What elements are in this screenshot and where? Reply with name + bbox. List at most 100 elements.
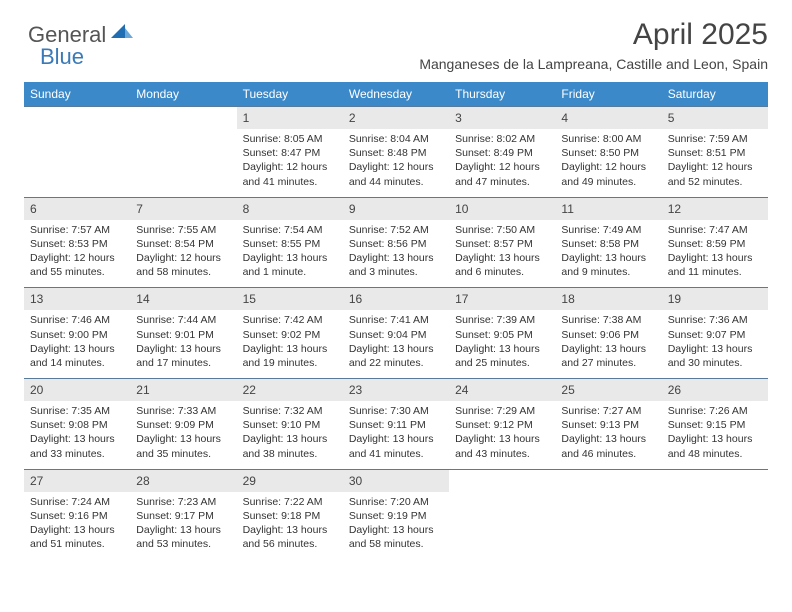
- sunset-text: Sunset: 9:17 PM: [136, 509, 230, 523]
- sunrise-text: Sunrise: 7:32 AM: [243, 404, 337, 418]
- day-content-cell: Sunrise: 7:38 AMSunset: 9:06 PMDaylight:…: [555, 310, 661, 378]
- sunrise-text: Sunrise: 8:05 AM: [243, 132, 337, 146]
- day-number-cell: 17: [449, 288, 555, 311]
- day-content-cell: [130, 129, 236, 197]
- daylight-text: Daylight: 13 hours and 46 minutes.: [561, 432, 655, 460]
- logo-text-blue: Blue: [40, 44, 84, 70]
- sunset-text: Sunset: 9:10 PM: [243, 418, 337, 432]
- daylight-text: Daylight: 13 hours and 27 minutes.: [561, 342, 655, 370]
- sunset-text: Sunset: 9:07 PM: [668, 328, 762, 342]
- day-content-cell: Sunrise: 7:20 AMSunset: 9:19 PMDaylight:…: [343, 492, 449, 560]
- day-content-cell: Sunrise: 7:50 AMSunset: 8:57 PMDaylight:…: [449, 220, 555, 288]
- day-number-cell: 3: [449, 107, 555, 130]
- day-number-cell: [130, 107, 236, 130]
- sunset-text: Sunset: 8:49 PM: [455, 146, 549, 160]
- day-content-cell: Sunrise: 7:23 AMSunset: 9:17 PMDaylight:…: [130, 492, 236, 560]
- sunrise-text: Sunrise: 8:04 AM: [349, 132, 443, 146]
- daylight-text: Daylight: 13 hours and 14 minutes.: [30, 342, 124, 370]
- sunset-text: Sunset: 8:59 PM: [668, 237, 762, 251]
- day-content-cell: [24, 129, 130, 197]
- day-content-cell: Sunrise: 7:39 AMSunset: 9:05 PMDaylight:…: [449, 310, 555, 378]
- sunset-text: Sunset: 8:50 PM: [561, 146, 655, 160]
- calendar-table: Sunday Monday Tuesday Wednesday Thursday…: [24, 82, 768, 559]
- sunrise-text: Sunrise: 7:38 AM: [561, 313, 655, 327]
- day-content-cell: Sunrise: 7:27 AMSunset: 9:13 PMDaylight:…: [555, 401, 661, 469]
- day-header: Sunday: [24, 82, 130, 107]
- day-content-row: Sunrise: 7:35 AMSunset: 9:08 PMDaylight:…: [24, 401, 768, 469]
- sunrise-text: Sunrise: 8:02 AM: [455, 132, 549, 146]
- header: April 2025 Manganeses de la Lampreana, C…: [24, 18, 768, 72]
- sunset-text: Sunset: 8:53 PM: [30, 237, 124, 251]
- daylight-text: Daylight: 12 hours and 55 minutes.: [30, 251, 124, 279]
- sunset-text: Sunset: 9:19 PM: [349, 509, 443, 523]
- day-header: Wednesday: [343, 82, 449, 107]
- sunrise-text: Sunrise: 7:52 AM: [349, 223, 443, 237]
- sunset-text: Sunset: 9:02 PM: [243, 328, 337, 342]
- sunset-text: Sunset: 8:55 PM: [243, 237, 337, 251]
- day-number-cell: [662, 469, 768, 492]
- day-number-row: 6789101112: [24, 197, 768, 220]
- daylight-text: Daylight: 13 hours and 43 minutes.: [455, 432, 549, 460]
- day-content-cell: Sunrise: 8:02 AMSunset: 8:49 PMDaylight:…: [449, 129, 555, 197]
- daylight-text: Daylight: 13 hours and 11 minutes.: [668, 251, 762, 279]
- day-number-cell: [555, 469, 661, 492]
- daylight-text: Daylight: 13 hours and 58 minutes.: [349, 523, 443, 551]
- sunrise-text: Sunrise: 7:41 AM: [349, 313, 443, 327]
- sunrise-text: Sunrise: 7:54 AM: [243, 223, 337, 237]
- sunrise-text: Sunrise: 7:57 AM: [30, 223, 124, 237]
- sunset-text: Sunset: 8:47 PM: [243, 146, 337, 160]
- daylight-text: Daylight: 13 hours and 33 minutes.: [30, 432, 124, 460]
- day-content-row: Sunrise: 7:57 AMSunset: 8:53 PMDaylight:…: [24, 220, 768, 288]
- daylight-text: Daylight: 13 hours and 30 minutes.: [668, 342, 762, 370]
- daylight-text: Daylight: 13 hours and 9 minutes.: [561, 251, 655, 279]
- day-content-cell: Sunrise: 7:29 AMSunset: 9:12 PMDaylight:…: [449, 401, 555, 469]
- sunrise-text: Sunrise: 7:42 AM: [243, 313, 337, 327]
- sunset-text: Sunset: 8:57 PM: [455, 237, 549, 251]
- day-content-cell: [662, 492, 768, 560]
- day-number-cell: 2: [343, 107, 449, 130]
- day-number-cell: 27: [24, 469, 130, 492]
- daylight-text: Daylight: 13 hours and 56 minutes.: [243, 523, 337, 551]
- day-content-cell: Sunrise: 7:33 AMSunset: 9:09 PMDaylight:…: [130, 401, 236, 469]
- day-content-cell: Sunrise: 7:57 AMSunset: 8:53 PMDaylight:…: [24, 220, 130, 288]
- day-number-cell: 29: [237, 469, 343, 492]
- day-content-cell: Sunrise: 7:32 AMSunset: 9:10 PMDaylight:…: [237, 401, 343, 469]
- sunrise-text: Sunrise: 7:22 AM: [243, 495, 337, 509]
- day-number-cell: 26: [662, 379, 768, 402]
- sunset-text: Sunset: 9:16 PM: [30, 509, 124, 523]
- day-content-cell: Sunrise: 7:49 AMSunset: 8:58 PMDaylight:…: [555, 220, 661, 288]
- day-number-cell: 24: [449, 379, 555, 402]
- day-number-cell: [449, 469, 555, 492]
- day-content-cell: Sunrise: 7:46 AMSunset: 9:00 PMDaylight:…: [24, 310, 130, 378]
- day-content-cell: Sunrise: 7:41 AMSunset: 9:04 PMDaylight:…: [343, 310, 449, 378]
- daylight-text: Daylight: 12 hours and 41 minutes.: [243, 160, 337, 188]
- day-content-row: Sunrise: 7:46 AMSunset: 9:00 PMDaylight:…: [24, 310, 768, 378]
- sunset-text: Sunset: 9:04 PM: [349, 328, 443, 342]
- sunrise-text: Sunrise: 7:39 AM: [455, 313, 549, 327]
- daylight-text: Daylight: 13 hours and 17 minutes.: [136, 342, 230, 370]
- sunrise-text: Sunrise: 8:00 AM: [561, 132, 655, 146]
- daylight-text: Daylight: 13 hours and 41 minutes.: [349, 432, 443, 460]
- daylight-text: Daylight: 13 hours and 25 minutes.: [455, 342, 549, 370]
- day-number-row: 20212223242526: [24, 379, 768, 402]
- sunrise-text: Sunrise: 7:35 AM: [30, 404, 124, 418]
- day-number-cell: [24, 107, 130, 130]
- day-content-row: Sunrise: 8:05 AMSunset: 8:47 PMDaylight:…: [24, 129, 768, 197]
- sunset-text: Sunset: 8:56 PM: [349, 237, 443, 251]
- daylight-text: Daylight: 13 hours and 53 minutes.: [136, 523, 230, 551]
- sunrise-text: Sunrise: 7:33 AM: [136, 404, 230, 418]
- sunrise-text: Sunrise: 7:29 AM: [455, 404, 549, 418]
- sunrise-text: Sunrise: 7:23 AM: [136, 495, 230, 509]
- sunrise-text: Sunrise: 7:47 AM: [668, 223, 762, 237]
- day-content-cell: Sunrise: 7:26 AMSunset: 9:15 PMDaylight:…: [662, 401, 768, 469]
- sunrise-text: Sunrise: 7:26 AM: [668, 404, 762, 418]
- day-content-cell: [449, 492, 555, 560]
- day-content-cell: Sunrise: 8:04 AMSunset: 8:48 PMDaylight:…: [343, 129, 449, 197]
- day-content-cell: Sunrise: 7:24 AMSunset: 9:16 PMDaylight:…: [24, 492, 130, 560]
- day-content-cell: Sunrise: 8:00 AMSunset: 8:50 PMDaylight:…: [555, 129, 661, 197]
- day-number-row: 13141516171819: [24, 288, 768, 311]
- day-content-cell: Sunrise: 7:59 AMSunset: 8:51 PMDaylight:…: [662, 129, 768, 197]
- sunset-text: Sunset: 9:09 PM: [136, 418, 230, 432]
- day-number-cell: 21: [130, 379, 236, 402]
- sunrise-text: Sunrise: 7:30 AM: [349, 404, 443, 418]
